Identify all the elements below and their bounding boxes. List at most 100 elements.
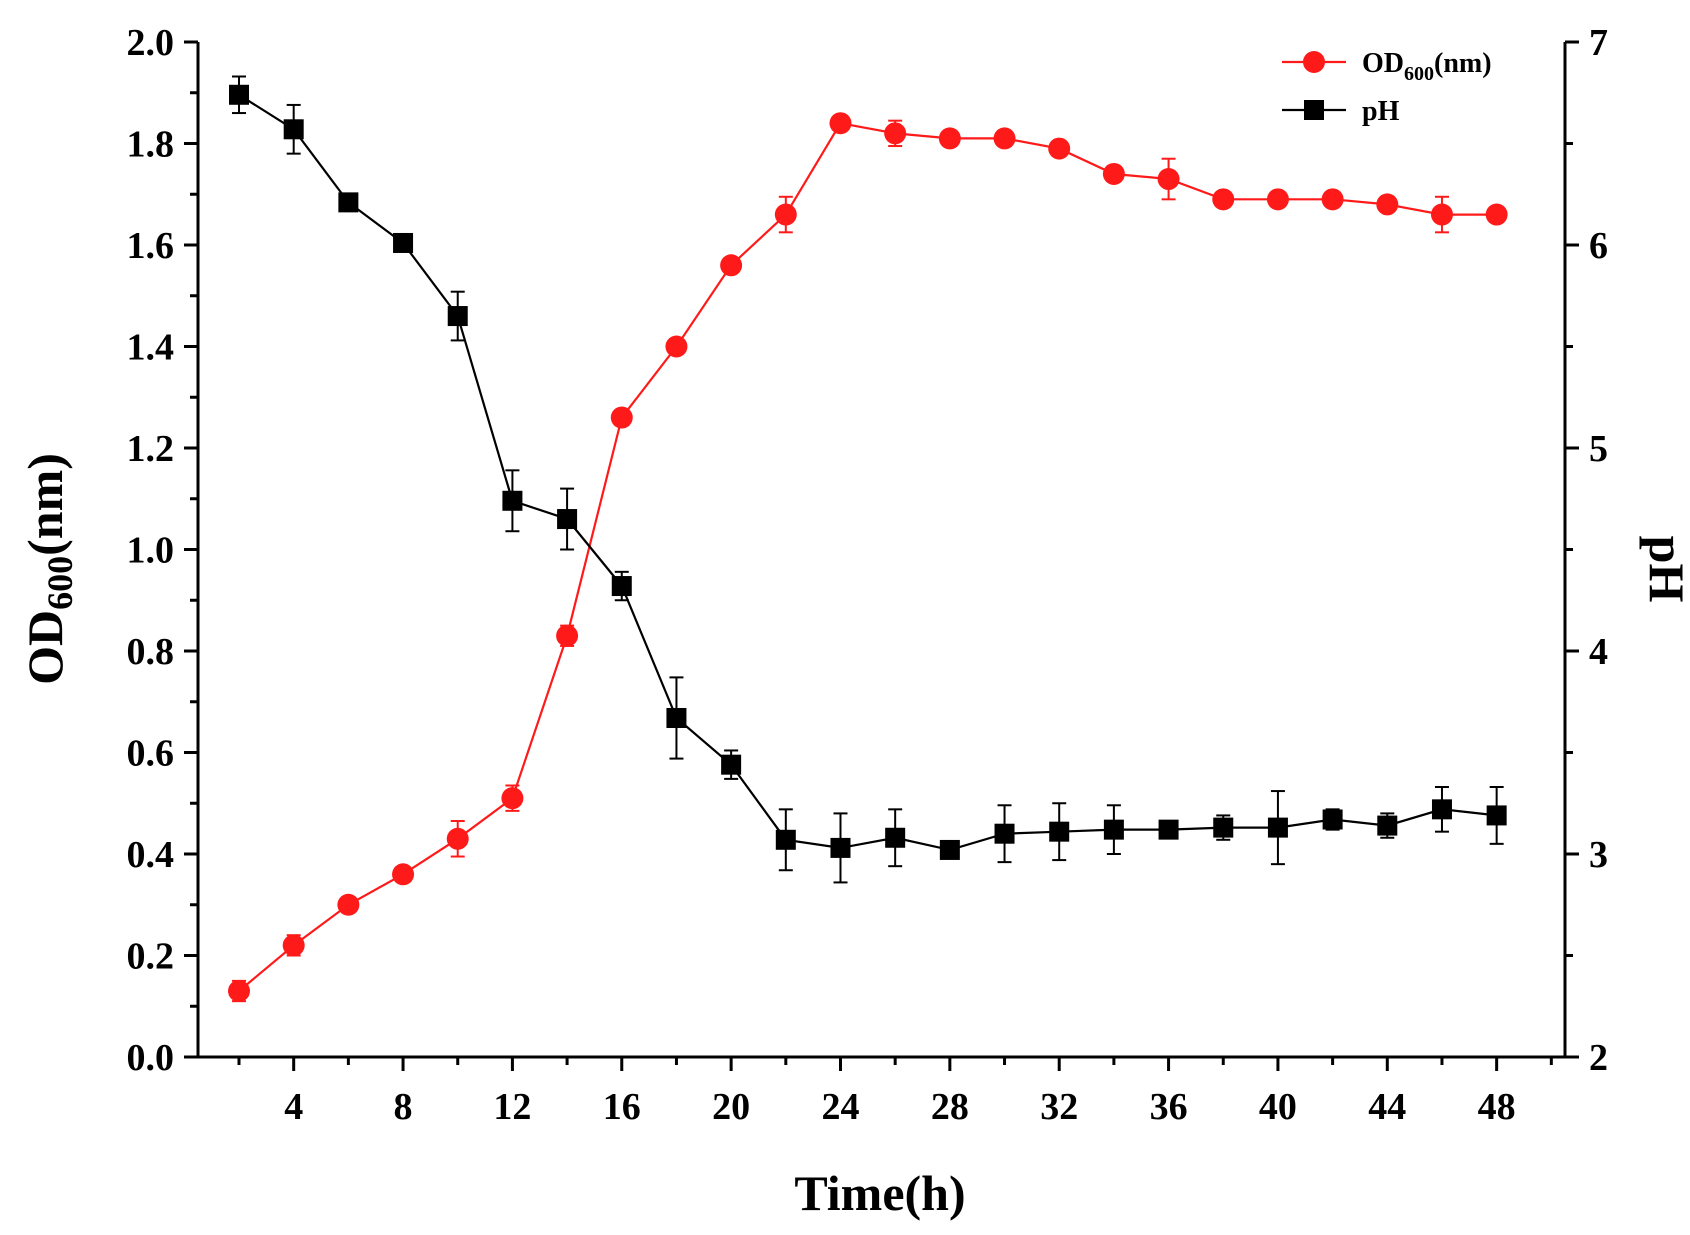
legend-label-main: OD xyxy=(1362,48,1404,79)
x-tick-label: 20 xyxy=(712,1086,750,1128)
data-point xyxy=(1048,137,1071,160)
data-point xyxy=(1213,817,1234,838)
x-tick-label: 44 xyxy=(1368,1086,1406,1128)
series-od600 xyxy=(228,112,1508,1003)
series-ph xyxy=(229,75,1507,884)
data-point xyxy=(665,335,688,358)
data-point xyxy=(1431,799,1452,820)
data-point xyxy=(1485,203,1508,226)
x-tick-label: 32 xyxy=(1040,1086,1078,1128)
series-line xyxy=(238,93,1497,852)
data-point xyxy=(1321,188,1344,211)
x-tick-label: 16 xyxy=(603,1086,641,1128)
legend-label-suffix: (nm) xyxy=(1434,48,1492,79)
data-point xyxy=(1102,162,1125,185)
legend-item: pH xyxy=(1282,96,1400,127)
data-point xyxy=(884,122,907,145)
data-point xyxy=(446,827,469,850)
legend-marker xyxy=(1304,100,1324,120)
y-left-tick-label: 0.8 xyxy=(127,631,175,673)
x-tick-label: 48 xyxy=(1478,1086,1516,1128)
legend-item: OD600(nm) xyxy=(1282,48,1492,85)
y-left-tick-label: 2.0 xyxy=(127,22,175,64)
legend-label: pH xyxy=(1362,96,1400,127)
y-right-tick-label: 6 xyxy=(1589,225,1608,267)
plot-layer xyxy=(228,75,1508,1003)
data-point xyxy=(1322,809,1343,830)
series-line xyxy=(238,121,1497,992)
legend-label: OD600(nm) xyxy=(1362,48,1492,85)
data-point xyxy=(830,837,851,858)
data-point xyxy=(1157,168,1180,191)
y-left-tick-label: 1.4 xyxy=(127,327,175,369)
x-axis-title: Time(h) xyxy=(794,1165,965,1221)
x-tick-label: 40 xyxy=(1259,1086,1297,1128)
data-point xyxy=(1377,815,1398,836)
legend-label-sub: 600 xyxy=(1404,63,1434,85)
y-left-tick-label: 0.6 xyxy=(127,733,175,775)
data-point xyxy=(775,829,796,850)
y-left-tick-label: 0.4 xyxy=(127,834,175,876)
y-axis-right-title: pH xyxy=(1639,536,1690,603)
data-point xyxy=(556,624,579,647)
data-point xyxy=(501,787,524,810)
y-axis-left-title: OD600(nm) xyxy=(17,453,80,685)
data-point xyxy=(1212,188,1235,211)
data-point xyxy=(557,509,578,530)
y-right-tick-label: 4 xyxy=(1589,631,1608,673)
data-point xyxy=(720,254,743,277)
legend: OD600(nm) pH xyxy=(1282,48,1492,127)
data-point xyxy=(1376,193,1399,216)
y-left-title-sub: 600 xyxy=(40,556,80,610)
y-right-tick-label: 2 xyxy=(1589,1037,1608,1079)
x-tick-label: 24 xyxy=(821,1086,859,1128)
x-tick-label: 36 xyxy=(1150,1086,1188,1128)
data-point xyxy=(993,127,1016,150)
data-point xyxy=(994,823,1015,844)
data-point xyxy=(229,84,250,105)
data-point xyxy=(282,934,305,957)
y-left-tick-label: 1.2 xyxy=(127,428,175,470)
y-left-tick-label: 0.2 xyxy=(127,936,175,978)
y-left-title-main: OD xyxy=(17,610,73,685)
y-left-tick-label: 1.0 xyxy=(127,530,175,572)
data-point xyxy=(337,893,360,916)
y-right-tick-label: 3 xyxy=(1589,834,1608,876)
data-point xyxy=(447,306,468,327)
data-point xyxy=(393,232,414,253)
data-point xyxy=(392,863,415,886)
x-tick-label: 8 xyxy=(394,1086,413,1128)
y-right-tick-label: 5 xyxy=(1589,428,1608,470)
data-point xyxy=(774,203,797,226)
data-point xyxy=(829,112,852,135)
data-point xyxy=(939,839,960,860)
data-point xyxy=(1266,188,1289,211)
data-point xyxy=(611,576,632,597)
x-tick-label: 28 xyxy=(931,1086,969,1128)
y-right-tick-label: 7 xyxy=(1589,22,1608,64)
data-point xyxy=(1049,821,1070,842)
y-left-tick-label: 0.0 xyxy=(127,1037,175,1079)
y-left-tick-label: 1.8 xyxy=(127,124,175,166)
x-tick-label: 4 xyxy=(284,1086,303,1128)
legend-label-main: pH xyxy=(1362,96,1400,127)
x-tick-label: 12 xyxy=(493,1086,531,1128)
data-point xyxy=(1103,819,1124,840)
data-point xyxy=(666,707,687,728)
data-point xyxy=(338,192,359,213)
y-left-title-suffix: (nm) xyxy=(17,453,73,556)
data-point xyxy=(502,490,523,511)
data-point xyxy=(610,406,633,429)
data-point xyxy=(283,119,304,140)
data-point xyxy=(1267,817,1288,838)
data-point xyxy=(938,127,961,150)
axis-layer: 4 8 12 16 20 24 28 32 36 40 44 480.00.20.40.60.81.0… xyxy=(127,22,1609,1128)
legend-marker xyxy=(1303,51,1325,73)
data-point xyxy=(228,980,251,1003)
data-point xyxy=(1158,819,1179,840)
data-point xyxy=(721,754,742,775)
data-point xyxy=(885,827,906,848)
data-point xyxy=(1430,203,1453,226)
y-left-tick-label: 1.6 xyxy=(127,225,175,267)
